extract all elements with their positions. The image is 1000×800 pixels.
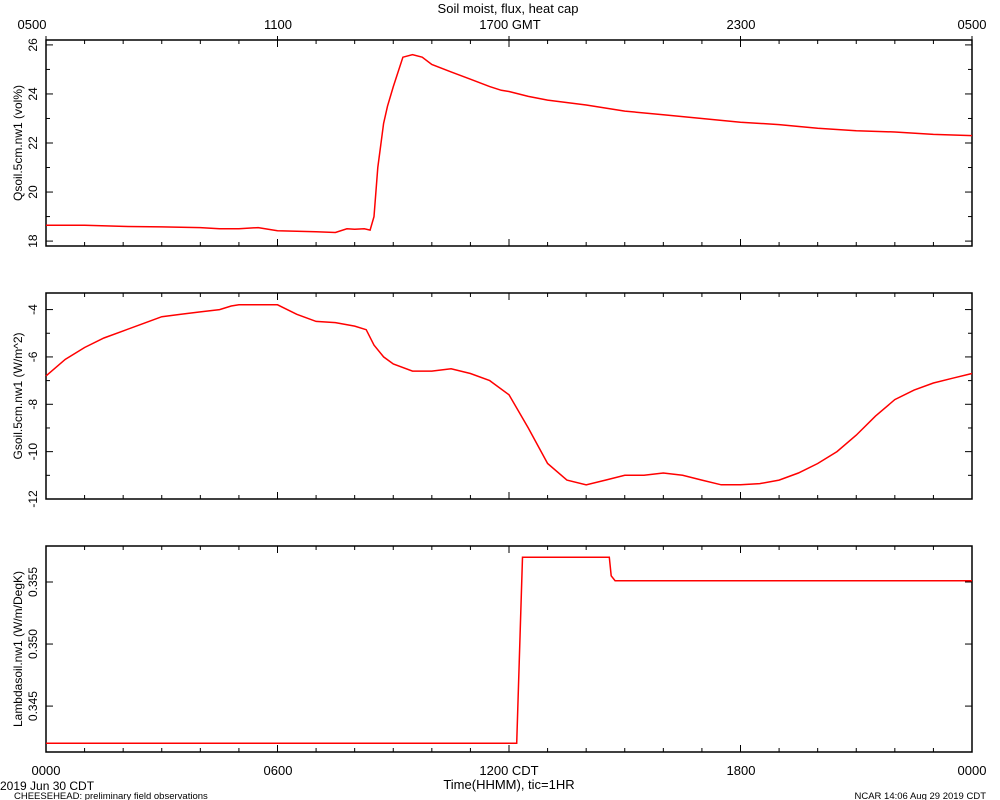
panel-soil-moisture: 18 20 22 24 26 Qsoil.5cm.nw1 (vol%) bbox=[11, 36, 973, 248]
y-tick-label: 22 bbox=[26, 136, 40, 150]
top-tick-label: 1700 GMT bbox=[479, 17, 540, 32]
panel-frame bbox=[45, 545, 973, 753]
footer-stamp: NCAR 14:06 Aug 29 2019 CDT bbox=[855, 791, 987, 800]
top-tick-label: 2300 bbox=[727, 17, 756, 32]
y-tick-label: -12 bbox=[26, 490, 40, 508]
top-tick-label: 0500 bbox=[958, 17, 987, 32]
y-tick-label: 0.350 bbox=[26, 629, 40, 659]
bottom-tick-label: 0000 bbox=[32, 763, 61, 778]
panel-ticks bbox=[45, 293, 973, 500]
y-tick-labels: -12 -10 -8 -6 -4 bbox=[26, 304, 40, 508]
chart-title: Soil moist, flux, heat cap bbox=[438, 1, 579, 16]
y-tick-label: -6 bbox=[26, 351, 40, 362]
y-tick-labels: 18 20 22 24 26 bbox=[26, 38, 40, 248]
bottom-tick-label: 1800 bbox=[727, 763, 756, 778]
y-tick-label: 0.355 bbox=[26, 567, 40, 597]
y-tick-label: 24 bbox=[26, 87, 40, 101]
panel-ticks bbox=[45, 36, 973, 246]
series-line bbox=[46, 53, 973, 234]
panel-soil-heat-flux: -12 -10 -8 -6 -4 Gsoil.5cm.nw1 (W/m^2) bbox=[11, 292, 973, 508]
y-tick-label: 26 bbox=[26, 38, 40, 52]
y-axis-label: Gsoil.5cm.nw1 (W/m^2) bbox=[11, 333, 25, 460]
footer-date: 2019 Jun 30 CDT bbox=[0, 779, 95, 793]
y-axis-label: Lambdasoil.nw1 (W/m/DegK) bbox=[11, 571, 25, 727]
top-tick-label: 1100 bbox=[264, 17, 292, 32]
y-tick-label: 20 bbox=[26, 185, 40, 199]
panel-thermal-conductivity: 0.345 0.350 0.355 Lambdasoil.nw1 (W/m/DegK… bbox=[11, 545, 973, 753]
series-line bbox=[46, 556, 972, 745]
top-tick-label: 0500 bbox=[18, 17, 47, 32]
y-axis-label: Qsoil.5cm.nw1 (vol%) bbox=[11, 85, 25, 201]
footer-project: CHEESEHEAD: preliminary field observatio… bbox=[14, 791, 208, 800]
bottom-tick-label: 0000 bbox=[958, 763, 987, 778]
y-tick-label: -10 bbox=[26, 443, 40, 461]
panel-ticks bbox=[45, 546, 973, 752]
bottom-tick-label: 0600 bbox=[264, 763, 293, 778]
series-line bbox=[45, 304, 973, 486]
y-tick-labels: 0.345 0.350 0.355 bbox=[26, 567, 40, 721]
x-axis-label: Time(HHMM), tic=1HR bbox=[443, 777, 574, 792]
y-tick-label: -8 bbox=[26, 399, 40, 410]
y-tick-label: 18 bbox=[26, 234, 40, 248]
panel-frame bbox=[45, 39, 973, 247]
y-tick-label: 0.345 bbox=[26, 691, 40, 721]
y-tick-label: -4 bbox=[26, 304, 40, 315]
bottom-tick-label: 1200 CDT bbox=[479, 763, 538, 778]
